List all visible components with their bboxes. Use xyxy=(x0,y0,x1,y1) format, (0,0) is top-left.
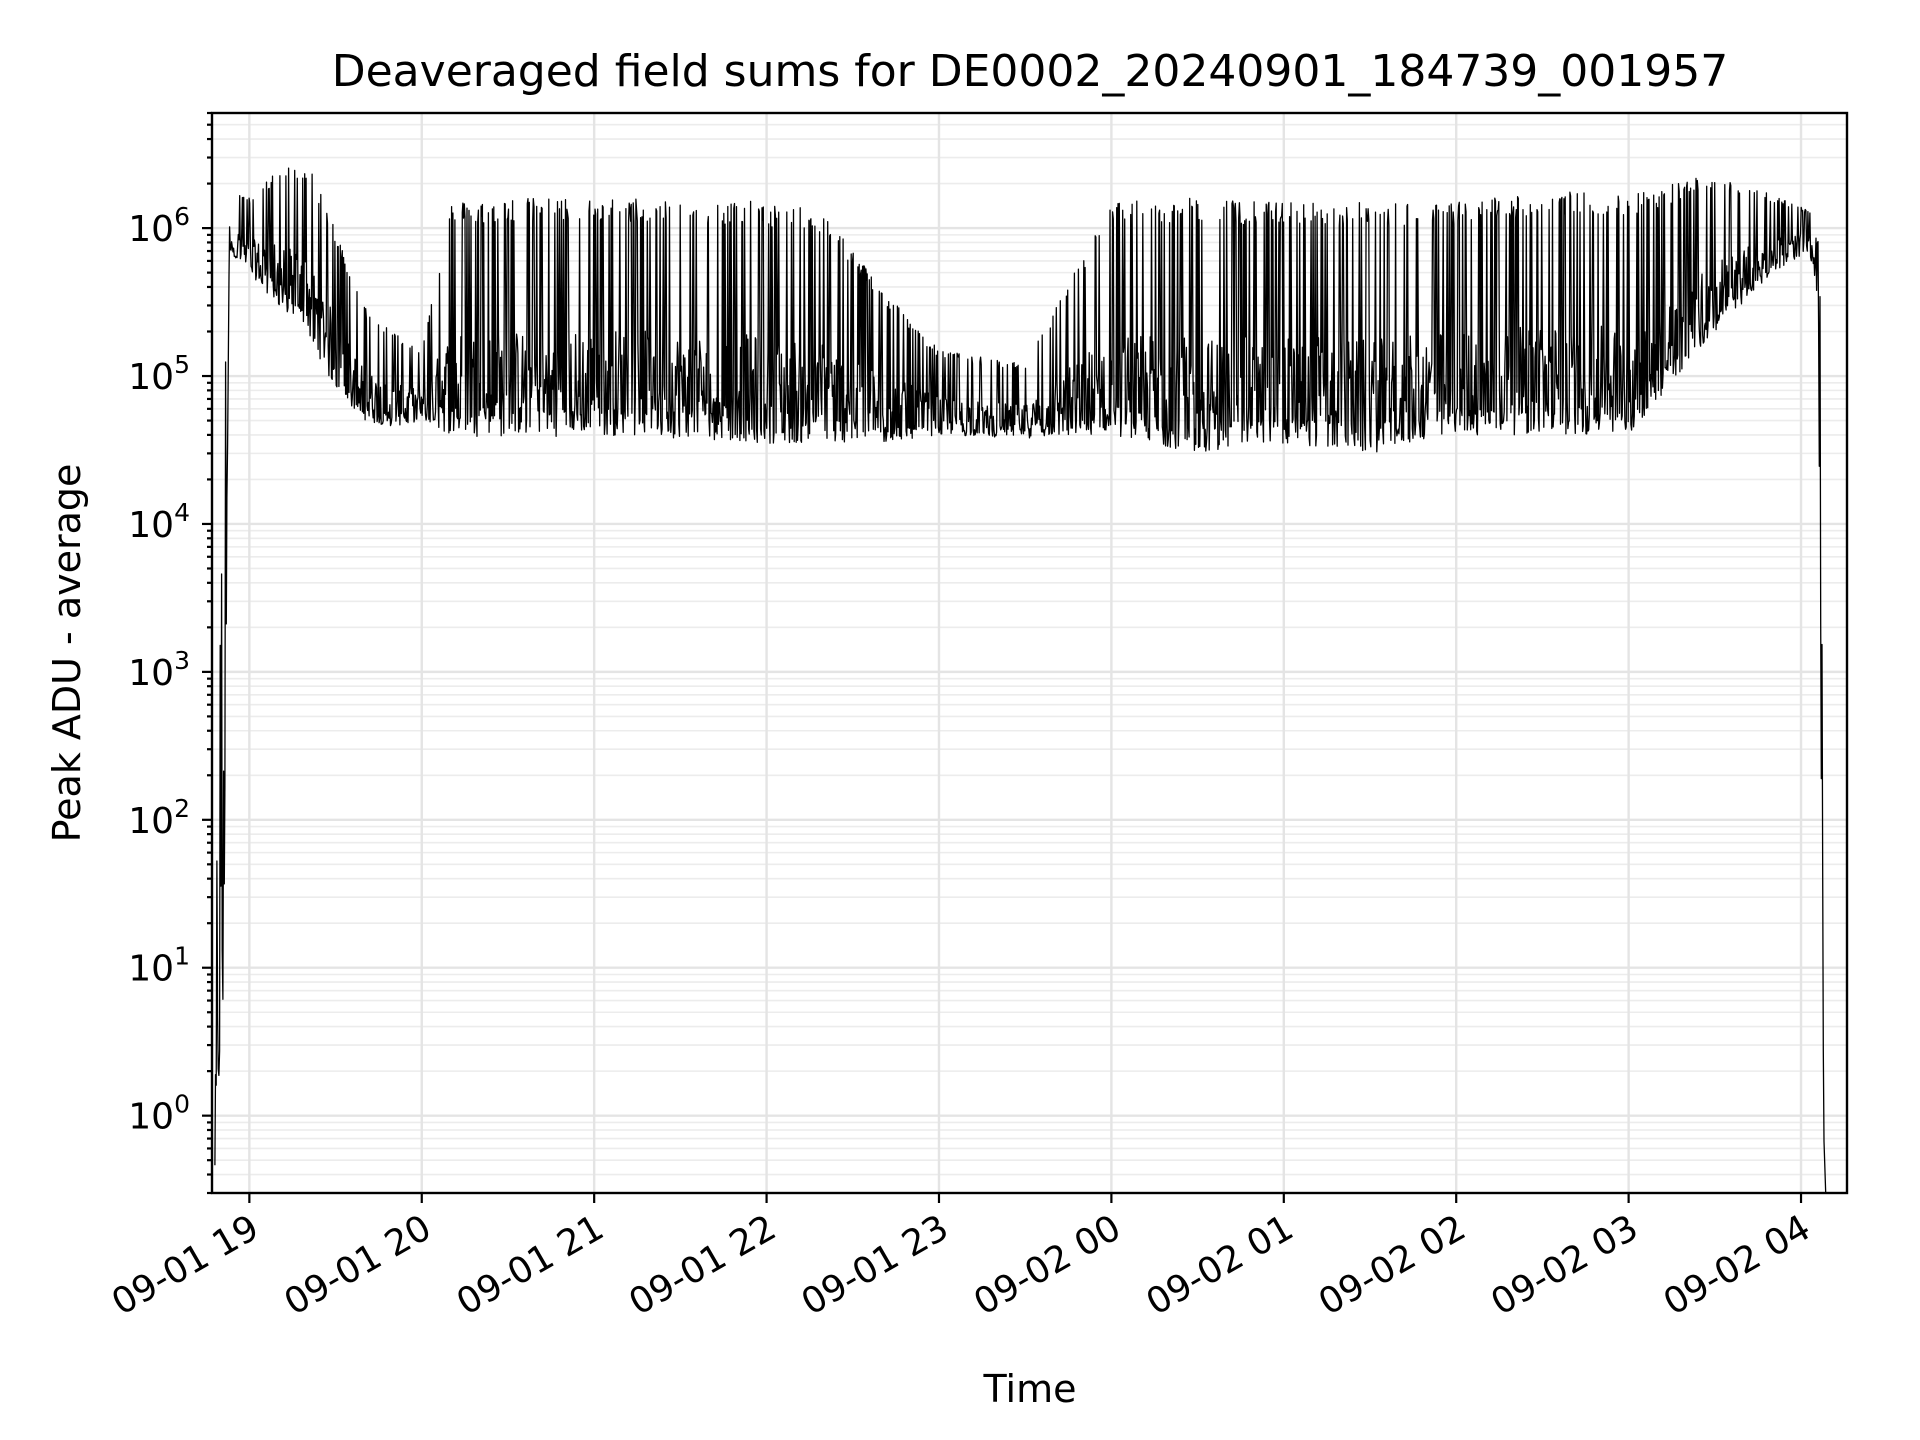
y-tick-label: 105 xyxy=(128,350,190,398)
chart-title: Deaveraged field sums for DE0002_2024090… xyxy=(332,46,1729,97)
y-tick-label: 101 xyxy=(128,942,190,990)
series-line xyxy=(214,167,1827,1194)
y-tick-label: 104 xyxy=(128,498,190,546)
y-tick-label: 106 xyxy=(128,202,190,250)
y-axis-label: Peak ADU - average xyxy=(45,464,89,843)
y-tick-label: 103 xyxy=(128,646,190,694)
plot-frame xyxy=(210,111,1849,1195)
y-tick-label: 102 xyxy=(128,794,190,842)
y-tick-label: 100 xyxy=(128,1090,190,1138)
x-axis-label: Time xyxy=(983,1367,1077,1411)
series-layer xyxy=(214,167,1827,1194)
grid-layer xyxy=(212,112,1847,1194)
